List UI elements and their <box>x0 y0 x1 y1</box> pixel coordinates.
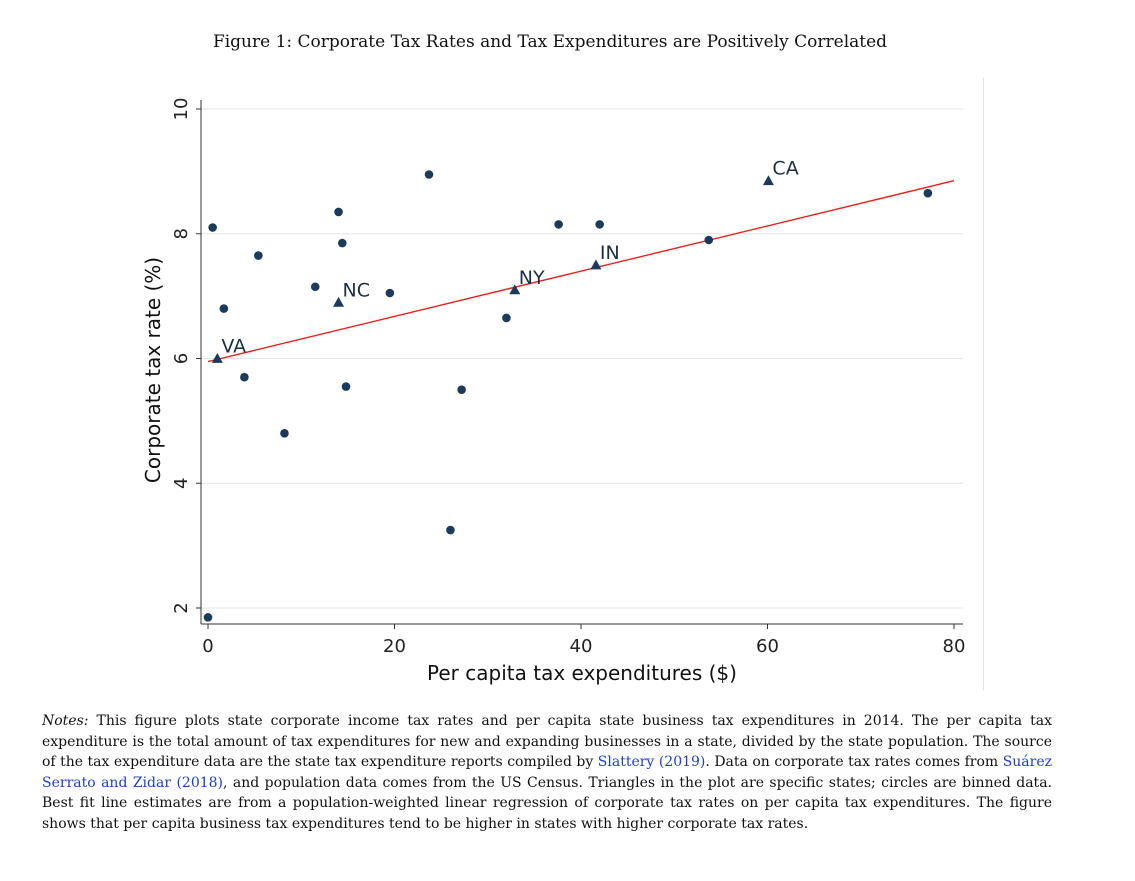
figure-notes: Notes: This figure plots state corporate… <box>42 711 1052 834</box>
citation-link-suarez-serrato-zidar[interactable]: Suárez Serrato and Zidar (2018) <box>42 754 1053 791</box>
notes-text-1: This figure plots state corporate income… <box>42 713 1052 770</box>
x-tick-label: 40 <box>570 636 593 657</box>
x-tick-label: 60 <box>756 636 779 657</box>
best-fit-line <box>207 180 955 363</box>
state-label: CA <box>772 158 798 180</box>
binned-data-point <box>254 251 263 260</box>
state-label: NC <box>343 279 370 301</box>
notes-text-2: . Data on corporate tax rates comes from <box>705 754 1003 770</box>
binned-data-point <box>280 429 289 438</box>
figure-title: Figure 1: Corporate Tax Rates and Tax Ex… <box>212 32 888 52</box>
state-triangle-marker <box>211 353 223 363</box>
marks-layer: VA NC NY IN CA <box>203 158 933 622</box>
binned-data-point <box>446 525 455 535</box>
y-axis-title: Corporate tax rate (%) <box>141 257 165 483</box>
y-tick-label: 10 <box>171 98 192 121</box>
binned-data-point <box>457 385 466 394</box>
binned-data-point <box>341 382 351 391</box>
fit-layer <box>207 180 955 363</box>
state-label: VA <box>221 336 246 358</box>
x-tick-label: 20 <box>383 636 406 657</box>
binned-data-point <box>310 282 320 292</box>
state-triangle-marker <box>762 175 774 186</box>
state-label: IN <box>600 242 620 264</box>
binned-data-point <box>334 207 343 217</box>
notes-lead: Notes: <box>42 713 89 729</box>
x-tick-label: 0 <box>202 636 213 657</box>
grid-layer <box>201 108 963 609</box>
notes-text-3: , and population data comes from the US … <box>42 774 1052 832</box>
state-triangle-marker <box>590 259 602 270</box>
state-label: NY <box>519 267 545 289</box>
binned-data-point <box>502 313 511 323</box>
citation-link-slattery[interactable]: Slattery (2019) <box>597 754 706 770</box>
binned-data-point <box>337 238 347 248</box>
binned-data-point <box>554 220 563 229</box>
y-tick-label: 4 <box>171 478 192 489</box>
figure-frame-line <box>983 78 984 690</box>
state-triangle-marker <box>509 284 521 295</box>
y-tick-label: 8 <box>171 228 192 239</box>
binned-data-point <box>208 223 217 232</box>
axes-layer: 2 4 6 8 10 0 20 40 60 80 <box>171 98 965 657</box>
x-axis-title: Per capita tax expenditures ($) <box>427 661 737 685</box>
binned-data-point <box>385 288 395 298</box>
binned-data-point <box>424 170 434 179</box>
binned-data-point <box>203 613 213 622</box>
binned-data-point <box>704 235 714 245</box>
y-tick-label: 2 <box>171 602 192 613</box>
scatter-chart: 2 4 6 8 10 0 20 40 60 80 VA NC NY IN CA Per capita ta… <box>141 98 965 685</box>
x-tick-label: 80 <box>943 636 966 657</box>
y-tick-label: 6 <box>171 353 192 364</box>
binned-data-point <box>219 304 229 313</box>
binned-data-point <box>595 220 604 229</box>
binned-data-point <box>923 188 933 198</box>
binned-data-point <box>240 372 249 382</box>
state-triangle-marker <box>333 296 345 307</box>
